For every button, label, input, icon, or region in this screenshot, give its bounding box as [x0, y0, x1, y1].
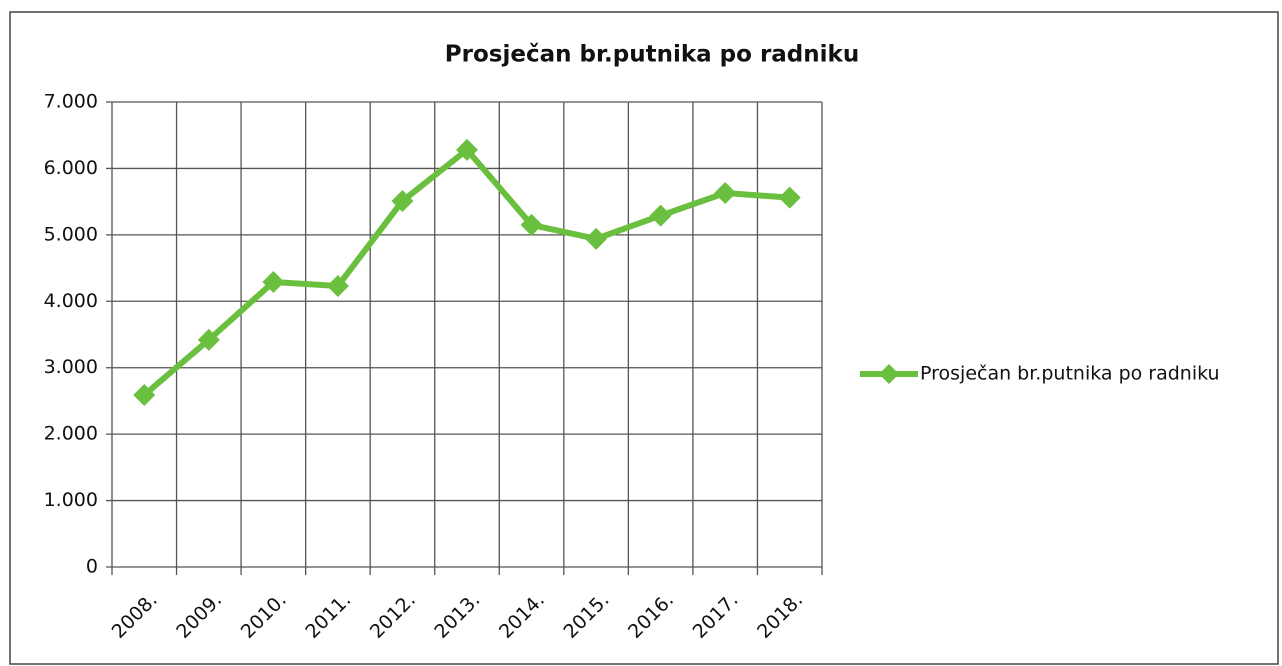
marker [456, 138, 478, 161]
marker [326, 275, 349, 298]
marker [391, 189, 414, 212]
chart-frame [9, 11, 1279, 665]
marker [778, 186, 801, 209]
y-tick-label: 7.000 [44, 91, 98, 113]
marker [520, 213, 543, 236]
y-tick-label: 1.000 [44, 489, 98, 511]
legend-label: Prosječan br.putnika po radniku [920, 363, 1220, 385]
y-tick-label: 2.000 [44, 423, 98, 445]
marker [133, 383, 156, 406]
y-tick-label: 4.000 [44, 290, 98, 312]
marker [649, 204, 672, 227]
marker [262, 271, 285, 294]
y-tick-label: 3.000 [44, 356, 98, 378]
marker [197, 328, 220, 351]
legend-marker [879, 364, 899, 384]
y-tick-label: 6.000 [44, 157, 98, 179]
marker [714, 182, 737, 205]
y-tick-label: 5.000 [44, 223, 98, 245]
chart-title: Prosječan br.putnika po radniku [445, 42, 859, 68]
y-tick-label: 0 [86, 556, 98, 578]
marker [585, 227, 608, 250]
